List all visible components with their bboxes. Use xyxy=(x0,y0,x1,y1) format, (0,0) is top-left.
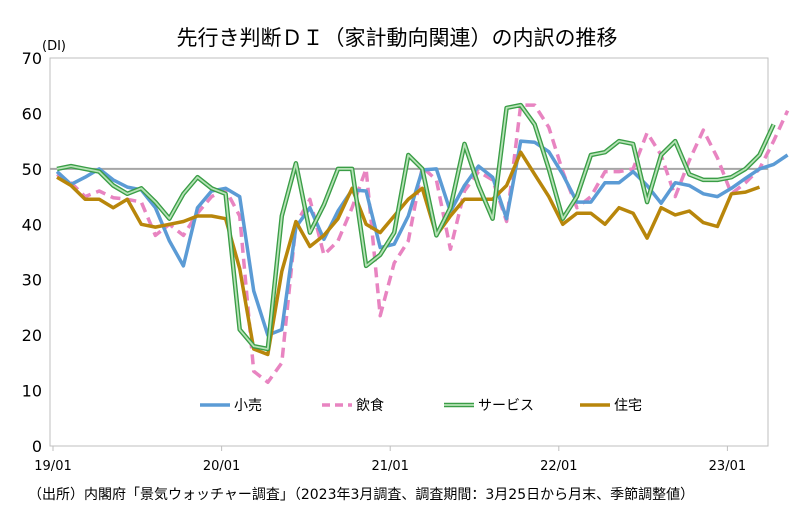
y-tick-label: 40 xyxy=(22,215,42,234)
legend-label-2: 飲食 xyxy=(356,397,384,414)
x-tick-label: 23/01 xyxy=(709,459,746,474)
y-tick-label: 0 xyxy=(32,437,42,456)
series-line-3-inner xyxy=(56,104,775,350)
legend-label-3: サービス xyxy=(478,398,534,414)
y-unit-label: (DI) xyxy=(42,39,66,54)
source-note: （出所）内閣府「景気ウォッチャー調査」（2023年3月調査、調査期間：3月25日… xyxy=(28,486,694,503)
y-tick-label: 20 xyxy=(22,326,42,345)
legend-label-1: 小売 xyxy=(234,398,262,414)
plot-frame xyxy=(49,57,769,447)
legend-label-4: 住宅 xyxy=(614,398,642,414)
x-tick-label: 20/01 xyxy=(203,459,240,474)
y-tick-label: 30 xyxy=(22,271,42,290)
y-tick-label: 60 xyxy=(22,104,42,123)
x-tick-label: 21/01 xyxy=(371,459,408,474)
chart-title: 先行き判断ＤＩ（家計動向関連）の内訳の推移 xyxy=(177,26,618,50)
series-line-2 xyxy=(56,103,790,385)
y-tick-label: 70 xyxy=(22,49,42,68)
plot-area: 0 10 20 30 40 50 60 70 19/01 20/01 21/01 22/01 23/01… xyxy=(22,49,790,474)
x-tick-label: 19/01 xyxy=(34,459,71,474)
y-tick-label: 50 xyxy=(22,160,42,179)
y-tick-label: 10 xyxy=(22,382,42,401)
series-line-4 xyxy=(56,150,761,357)
x-tick-label: 22/01 xyxy=(540,459,577,474)
